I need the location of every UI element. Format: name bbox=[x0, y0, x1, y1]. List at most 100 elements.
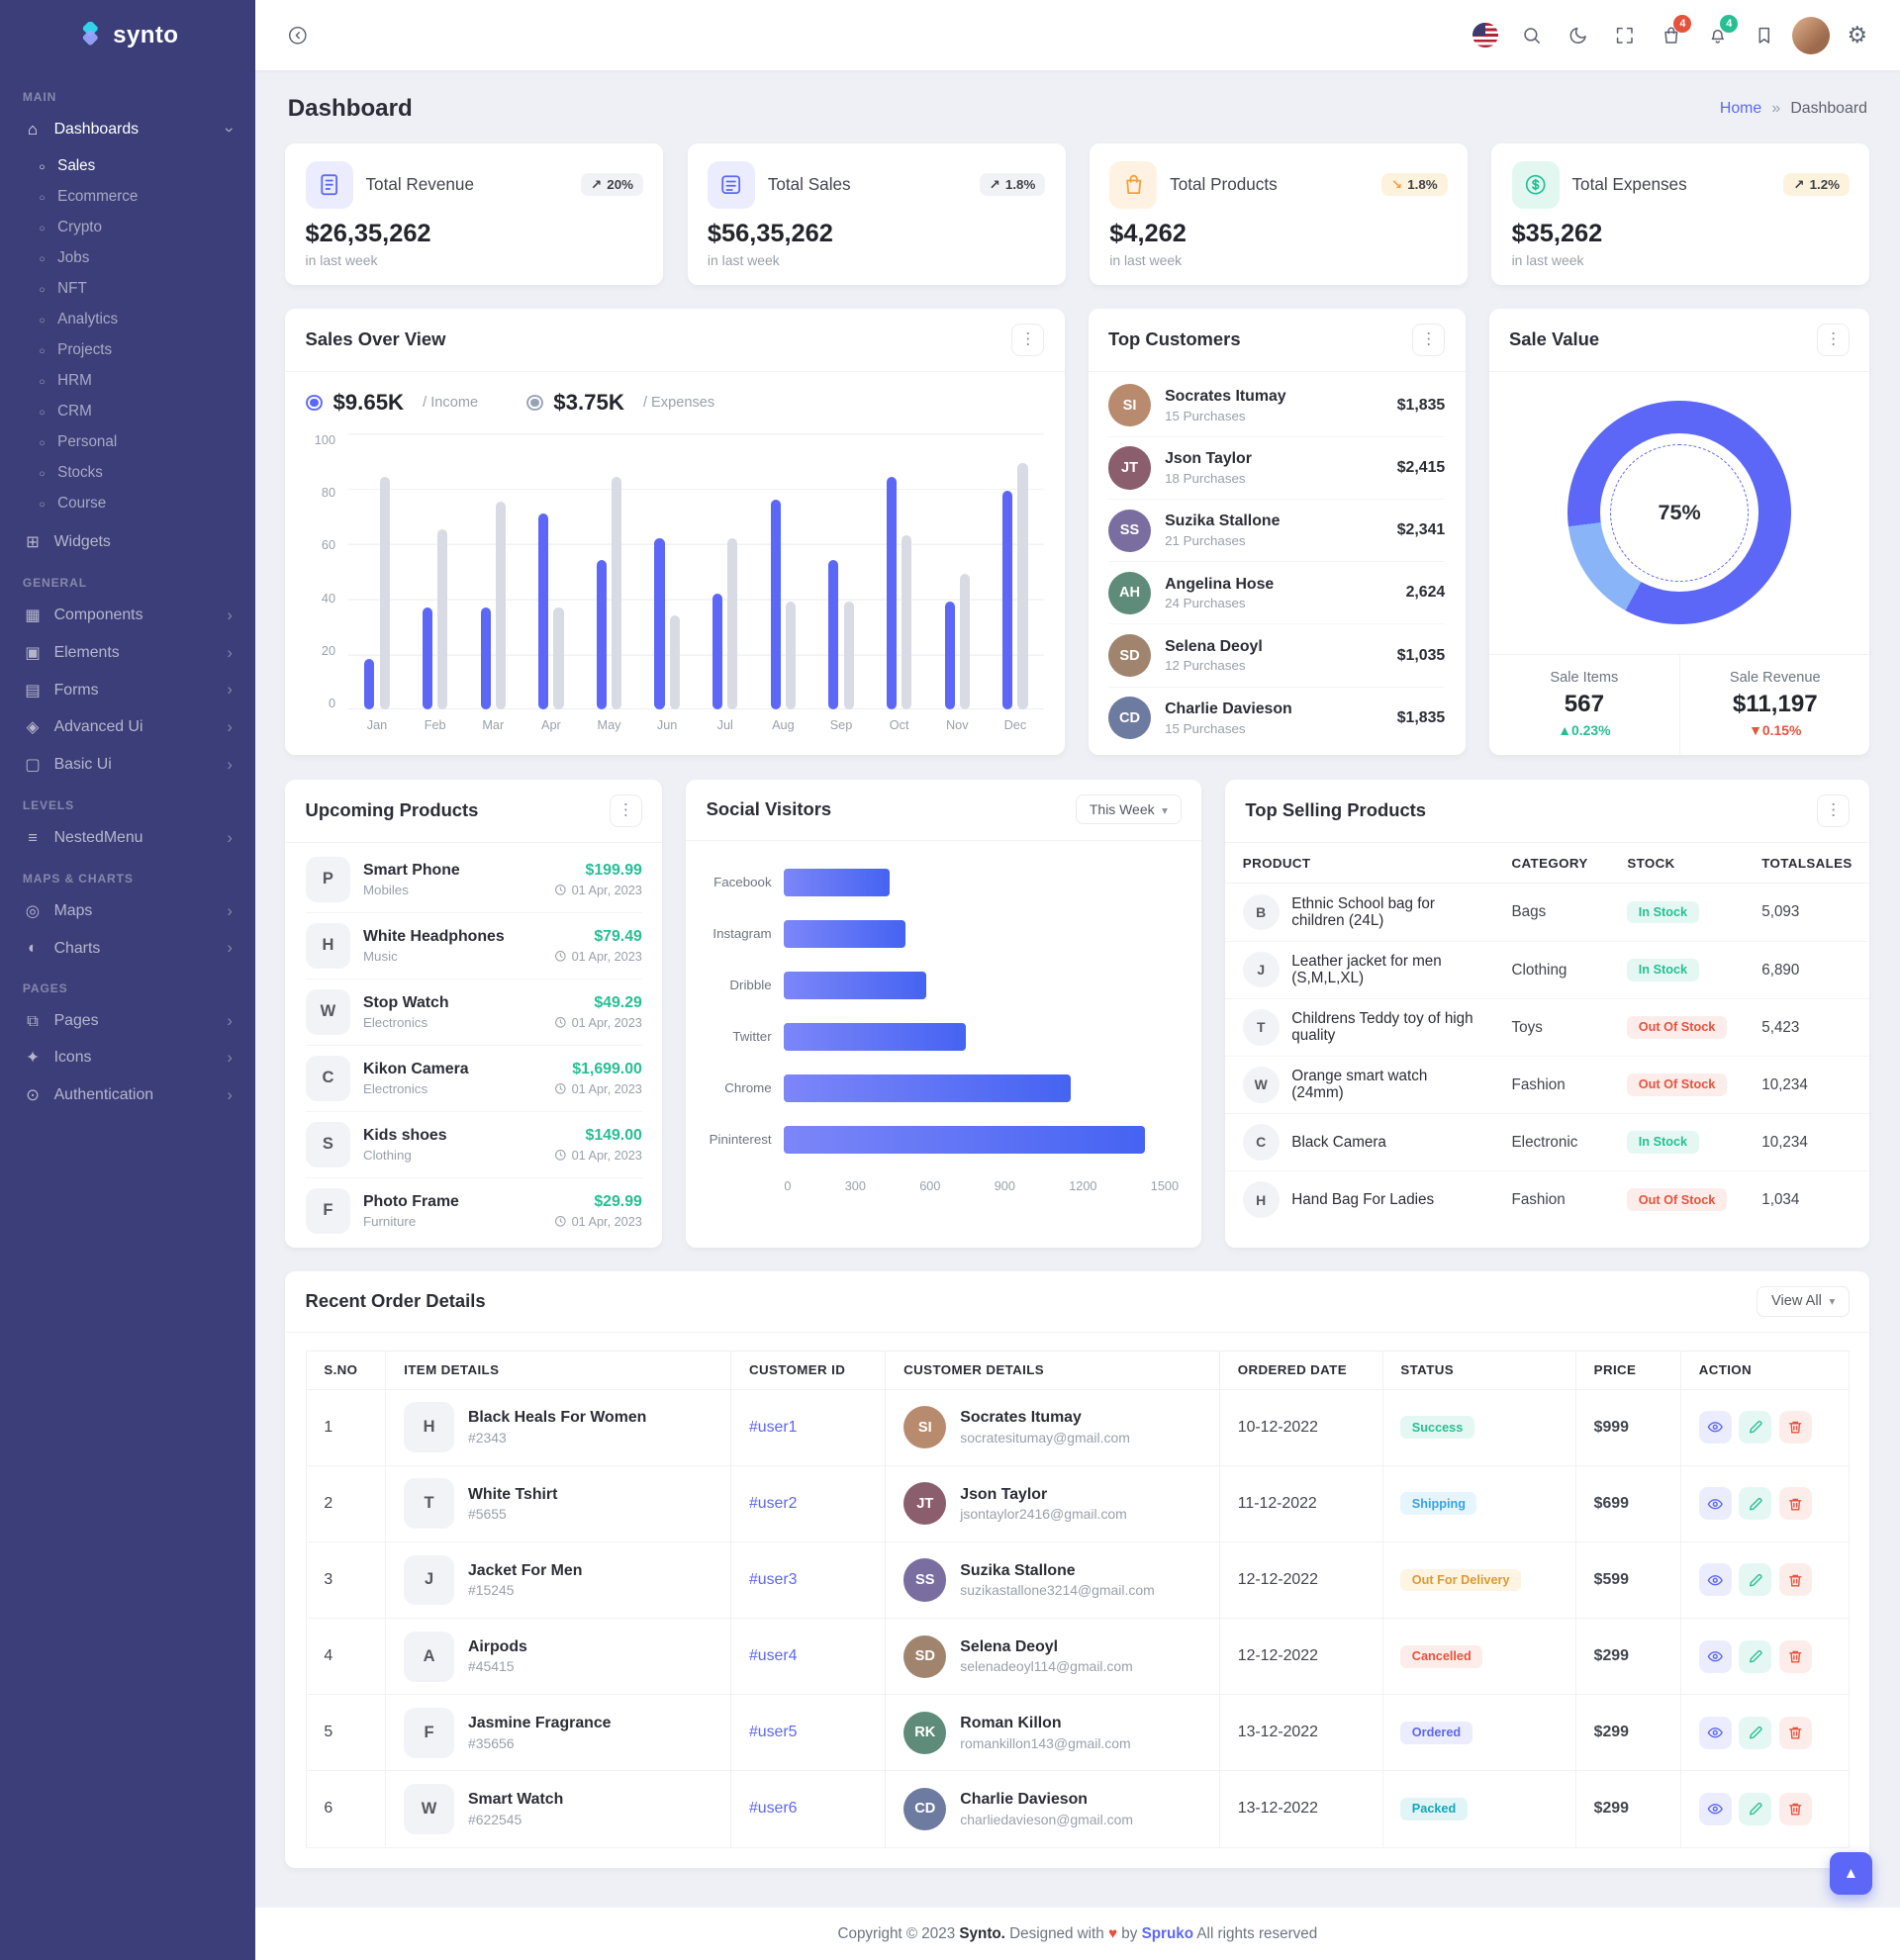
metric-change: ▼0.15% bbox=[1749, 721, 1802, 738]
delete-button[interactable] bbox=[1778, 1563, 1812, 1597]
stat-badge: ↗ 1.8% bbox=[979, 172, 1046, 197]
card-menu-button[interactable] bbox=[1817, 323, 1851, 356]
edit-button[interactable] bbox=[1739, 1792, 1772, 1825]
social-bar-row: Instagram bbox=[704, 919, 1179, 948]
sidebar-item[interactable]: ▣ Elements bbox=[0, 634, 255, 672]
customer-email: selenadeoyl114@gmail.com bbox=[960, 1658, 1133, 1675]
delete-button[interactable] bbox=[1778, 1487, 1812, 1521]
page-head: Dashboard Home » Dashboard bbox=[285, 85, 1869, 142]
sidebar-toggle-button[interactable] bbox=[278, 15, 319, 55]
social-visitors-card: Social Visitors This Week Facebook Instag… bbox=[686, 779, 1201, 1248]
product-price: $149.00 bbox=[585, 1126, 642, 1144]
footer-designer-link[interactable]: Spruko bbox=[1141, 1925, 1194, 1943]
view-button[interactable] bbox=[1698, 1487, 1732, 1521]
sidebar-item[interactable]: ≡ NestedMenu bbox=[0, 820, 255, 857]
edit-button[interactable] bbox=[1739, 1411, 1772, 1445]
scroll-to-top-button[interactable] bbox=[1829, 1851, 1873, 1895]
notifications-button[interactable]: 4 bbox=[1698, 15, 1739, 55]
customer-id-link[interactable]: #user3 bbox=[748, 1570, 798, 1588]
delete-button[interactable] bbox=[1778, 1411, 1812, 1445]
sidebar-subitem[interactable]: CRM bbox=[0, 396, 255, 426]
sidebar-subitem[interactable]: Crypto bbox=[0, 212, 255, 242]
card-menu-button[interactable] bbox=[1412, 323, 1446, 356]
sidebar-subitem[interactable]: Jobs bbox=[0, 242, 255, 273]
stock-badge: Out Of Stock bbox=[1627, 1188, 1727, 1212]
top-selling-table: PRODUCT CATEGORY STOCK TOTALSALES B Ethni… bbox=[1225, 843, 1870, 1228]
card-menu-button[interactable] bbox=[1817, 793, 1851, 827]
sidebar-item-label: Components bbox=[53, 607, 143, 624]
dark-mode-button[interactable] bbox=[1559, 15, 1599, 55]
sidebar-item[interactable]: ◎ Maps bbox=[0, 892, 255, 930]
sidebar-subitem[interactable]: Projects bbox=[0, 334, 255, 365]
sidebar-item-widgets[interactable]: ⊞ Widgets bbox=[0, 523, 255, 561]
bar-expenses bbox=[553, 607, 564, 709]
pencil-icon bbox=[1749, 1497, 1762, 1511]
sidebar-subitem[interactable]: Personal bbox=[0, 426, 255, 457]
customer-id-link[interactable]: #user2 bbox=[748, 1494, 798, 1512]
edit-button[interactable] bbox=[1739, 1563, 1772, 1597]
column-header: S.NO bbox=[305, 1350, 387, 1390]
sidebar-item[interactable]: ◐ Charts bbox=[0, 930, 255, 967]
search-button[interactable] bbox=[1512, 15, 1553, 55]
stat-period: in last week bbox=[1109, 252, 1183, 269]
sidebar-subitem[interactable]: HRM bbox=[0, 365, 255, 396]
sidebar-item[interactable]: ▦ Components bbox=[0, 597, 255, 634]
fullscreen-button[interactable] bbox=[1605, 15, 1646, 55]
view-button[interactable] bbox=[1698, 1563, 1732, 1597]
view-button[interactable] bbox=[1698, 1792, 1732, 1825]
customer-id-link[interactable]: #user4 bbox=[748, 1647, 798, 1665]
page-title: Dashboard bbox=[287, 95, 413, 123]
sidebar-item[interactable]: ⧉ Pages bbox=[0, 1003, 255, 1040]
sidebar-item-label: Advanced Ui bbox=[53, 718, 143, 736]
sidebar-subitem[interactable]: NFT bbox=[0, 273, 255, 304]
bullet-icon bbox=[39, 249, 45, 266]
customer-id-link[interactable]: #user1 bbox=[748, 1418, 798, 1436]
card-menu-button[interactable] bbox=[1011, 323, 1045, 356]
edit-button[interactable] bbox=[1739, 1487, 1772, 1521]
main-area: 4 4 Dashboard Home » Dashboard bbox=[254, 0, 1900, 1960]
card-menu-button[interactable] bbox=[609, 793, 642, 827]
sidebar-subitem[interactable]: Course bbox=[0, 488, 255, 518]
view-button[interactable] bbox=[1698, 1411, 1732, 1445]
sidebar-subitem[interactable]: Sales bbox=[0, 150, 255, 181]
edit-button[interactable] bbox=[1739, 1716, 1772, 1749]
chevron-right-icon bbox=[227, 607, 233, 624]
sidebar-item[interactable]: ◈ Advanced Ui bbox=[0, 708, 255, 746]
product-name: Photo Frame bbox=[362, 1193, 459, 1211]
settings-button[interactable] bbox=[1837, 15, 1877, 55]
view-all-button[interactable]: View All bbox=[1757, 1286, 1851, 1317]
bullet-icon bbox=[39, 280, 45, 297]
sidebar-item[interactable]: ▤ Forms bbox=[0, 672, 255, 709]
bookmark-button[interactable] bbox=[1745, 15, 1785, 55]
delete-button[interactable] bbox=[1778, 1792, 1812, 1825]
sidebar-item[interactable]: ⊙ Authentication bbox=[0, 1076, 255, 1114]
customer-id-link[interactable]: #user5 bbox=[748, 1724, 798, 1741]
breadcrumb-home-link[interactable]: Home bbox=[1719, 100, 1762, 118]
sales-overview-card: Sales Over View $9.65K / Income bbox=[285, 308, 1065, 756]
sidebar-subitem[interactable]: Ecommerce bbox=[0, 181, 255, 212]
bar-income bbox=[596, 559, 607, 709]
language-flag-button[interactable] bbox=[1466, 15, 1506, 55]
notifications-badge: 4 bbox=[1720, 15, 1739, 33]
week-filter-button[interactable]: This Week bbox=[1076, 793, 1182, 825]
view-button[interactable] bbox=[1698, 1639, 1732, 1673]
clock-icon bbox=[554, 951, 566, 963]
sidebar-item[interactable]: ✦ Icons bbox=[0, 1040, 255, 1077]
delete-button[interactable] bbox=[1778, 1639, 1812, 1673]
sidebar-item[interactable]: ▢ Basic Ui bbox=[0, 746, 255, 784]
sidebar-subitem[interactable]: Analytics bbox=[0, 304, 255, 334]
customer-name: Roman Killon bbox=[960, 1715, 1062, 1732]
delete-button[interactable] bbox=[1778, 1716, 1812, 1749]
profile-button[interactable] bbox=[1791, 15, 1832, 55]
sidebar-subitem[interactable]: Stocks bbox=[0, 457, 255, 488]
sidebar-item-dashboards[interactable]: ⌂ Dashboards bbox=[0, 112, 255, 148]
bar-group: Oct bbox=[870, 433, 928, 732]
app-logo[interactable]: synto bbox=[0, 0, 255, 70]
cart-button[interactable]: 4 bbox=[1652, 15, 1692, 55]
footer-brand-link[interactable]: Synto. bbox=[959, 1925, 1005, 1943]
view-button[interactable] bbox=[1698, 1716, 1732, 1749]
edit-button[interactable] bbox=[1739, 1639, 1772, 1673]
stat-badge: ↘ 1.8% bbox=[1380, 172, 1448, 197]
brand-name: synto bbox=[113, 21, 179, 48]
customer-id-link[interactable]: #user6 bbox=[748, 1800, 798, 1818]
